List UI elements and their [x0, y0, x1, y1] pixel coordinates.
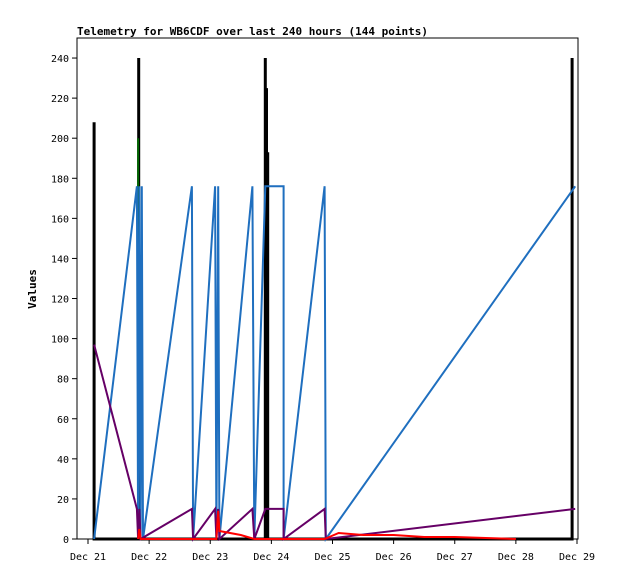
y-tick-label: 120 — [51, 295, 69, 306]
x-tick-label: Dec 26 — [376, 552, 412, 563]
x-axis-ticks: Dec 21 Dec 22 Dec 23 Dec 24 Dec 25 Dec 26 Dec … — [70, 539, 595, 563]
x-tick-label: Dec 21 — [70, 552, 106, 563]
y-tick-label: 60 — [57, 415, 69, 426]
y-tick-label: 160 — [51, 214, 69, 225]
x-tick-label: Dec 25 — [314, 552, 350, 563]
y-axis-ticks: 0 20 40 60 80 100 120 140 160 180 200 220 240 — [51, 54, 77, 546]
plot-area — [76, 37, 579, 540]
x-tick-label: Dec 24 — [253, 552, 289, 563]
series-layer — [92, 58, 577, 543]
y-tick-label: 40 — [57, 455, 69, 466]
y-tick-label: 80 — [57, 375, 69, 386]
y-tick-label: 240 — [51, 54, 69, 65]
x-tick-label: Dec 28 — [498, 552, 534, 563]
y-tick-label: 200 — [51, 134, 69, 145]
y-tick-label: 0 — [63, 535, 69, 546]
x-tick-label: Dec 23 — [192, 552, 228, 563]
y-axis-label: Values — [26, 269, 39, 309]
x-tick-label: Dec 27 — [437, 552, 473, 563]
series-line-4 — [137, 510, 516, 540]
y-tick-label: 20 — [57, 495, 69, 506]
y-tick-label: 180 — [51, 174, 69, 185]
x-tick-label: Dec 29 — [559, 552, 595, 563]
y-tick-label: 220 — [51, 94, 69, 105]
y-tick-label: 140 — [51, 254, 69, 265]
y-tick-label: 100 — [51, 335, 69, 346]
chart-title: Telemetry for WB6CDF over last 240 hours… — [77, 25, 428, 38]
x-tick-label: Dec 22 — [131, 552, 167, 563]
